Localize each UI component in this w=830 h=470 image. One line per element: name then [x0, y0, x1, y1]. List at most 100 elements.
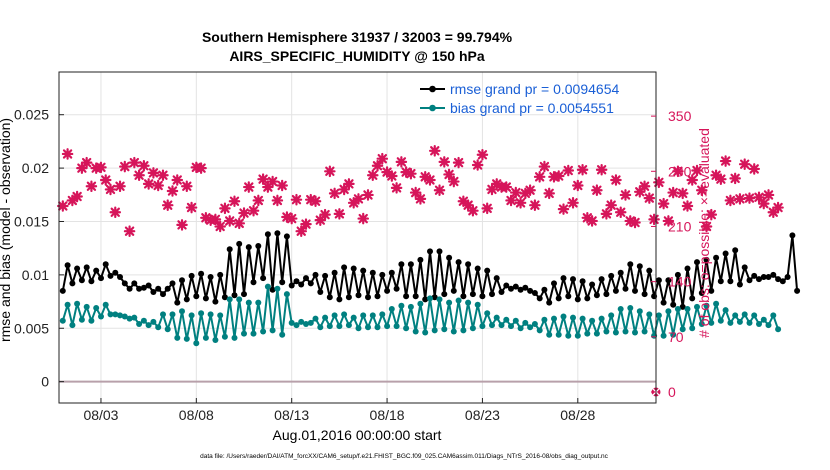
obs-marker: [629, 216, 641, 229]
rmse-point: [403, 293, 410, 300]
legend-rmse-marker: [429, 85, 436, 93]
rmse-point: [140, 284, 147, 291]
obs-marker: [653, 176, 665, 189]
bias-point: [279, 331, 286, 338]
rmse-point: [145, 282, 152, 289]
rmse-point: [59, 287, 66, 294]
rmse-point: [102, 261, 109, 268]
rmse-point: [117, 274, 123, 280]
bias-point: [603, 328, 610, 335]
y-right-tick-label: 210: [668, 218, 692, 234]
rmse-point: [78, 277, 85, 284]
rmse-point: [694, 259, 700, 266]
bias-point: [150, 318, 157, 325]
rmse-point: [779, 278, 786, 285]
obs-marker: [276, 179, 288, 192]
rmse-point: [217, 271, 224, 278]
bias-point: [536, 327, 543, 334]
obs-marker: [338, 183, 350, 196]
rmse-point: [365, 294, 371, 301]
legend-bias-label: bias grand pr = 0.0054551: [450, 100, 614, 116]
obs-marker: [376, 152, 389, 165]
bias-point: [207, 311, 214, 318]
bias-point: [446, 299, 453, 306]
rmse-point: [541, 286, 548, 293]
bias-point: [174, 334, 181, 341]
rmse-point: [317, 289, 324, 295]
rmse-point: [612, 287, 619, 294]
bias-point: [608, 312, 615, 319]
obs-marker: [634, 186, 646, 198]
obs-marker: [195, 162, 207, 174]
rmse-point: [713, 254, 720, 261]
bias-point: [751, 312, 758, 319]
rmse-point: [455, 259, 462, 266]
obs-marker: [533, 171, 546, 183]
rmse-point: [121, 280, 128, 287]
rmse-point: [164, 285, 171, 292]
bias-point: [756, 321, 762, 327]
rmse-point: [770, 271, 777, 278]
y-left-tick-label: 0.015: [14, 213, 49, 229]
obs-marker: [252, 194, 265, 207]
rmse-point: [331, 269, 338, 276]
rmse-point: [193, 293, 200, 300]
obs-marker: [567, 197, 579, 209]
series-obs: [57, 145, 784, 397]
bias-point: [121, 313, 128, 320]
bias-point: [703, 302, 710, 309]
rmse-point: [183, 296, 190, 303]
rmse-point: [260, 275, 267, 282]
obs-marker: [719, 155, 732, 167]
obs-marker: [347, 197, 360, 209]
obs-marker: [61, 148, 74, 160]
rmse-point: [441, 291, 448, 298]
rmse-point: [784, 274, 791, 280]
rmse-point: [288, 282, 295, 289]
rmse-point: [341, 264, 348, 271]
obs-marker: [247, 204, 260, 217]
bias-point: [469, 325, 476, 332]
obs-marker: [333, 208, 346, 220]
rmse-point: [698, 290, 705, 296]
obs-marker: [57, 200, 69, 212]
bias-point: [398, 302, 405, 309]
rmse-point: [303, 275, 309, 282]
obs-marker: [767, 206, 780, 219]
rmse-point: [508, 285, 514, 292]
bias-point: [336, 323, 343, 330]
obs-marker: [605, 199, 617, 211]
obs-marker: [700, 220, 713, 233]
rmse-point: [593, 292, 600, 299]
rmse-point: [283, 233, 290, 240]
rmse-point: [345, 294, 352, 301]
obs-marker: [572, 179, 584, 192]
y-left-tick-label: 0: [41, 374, 49, 390]
bias-point: [713, 300, 720, 307]
obs-marker: [281, 211, 293, 223]
rmse-point: [312, 271, 319, 278]
rmse-point: [98, 275, 104, 282]
bias-point: [698, 321, 705, 327]
obs-marker: [462, 199, 474, 211]
obs-marker: [638, 180, 651, 193]
rmse-point: [741, 264, 748, 271]
obs-marker: [524, 184, 536, 196]
obs-marker: [419, 171, 431, 183]
bias-point: [341, 311, 348, 318]
obs-marker: [324, 165, 336, 178]
bias-point: [407, 303, 414, 310]
rmse-point: [660, 299, 667, 306]
rmse-point: [570, 276, 576, 283]
legend-rmse-label: rmse grand pr = 0.0094654: [450, 81, 619, 97]
rmse-point: [484, 267, 491, 274]
legend-bias-marker: [429, 104, 436, 112]
rmse-point: [269, 286, 276, 293]
obs-marker: [600, 208, 613, 220]
obs-marker: [104, 183, 117, 196]
x-tick-label: 08/13: [274, 407, 309, 423]
bias-point: [269, 327, 276, 334]
obs-marker: [428, 145, 441, 157]
obs-marker: [371, 160, 384, 172]
obs-marker: [304, 193, 317, 206]
